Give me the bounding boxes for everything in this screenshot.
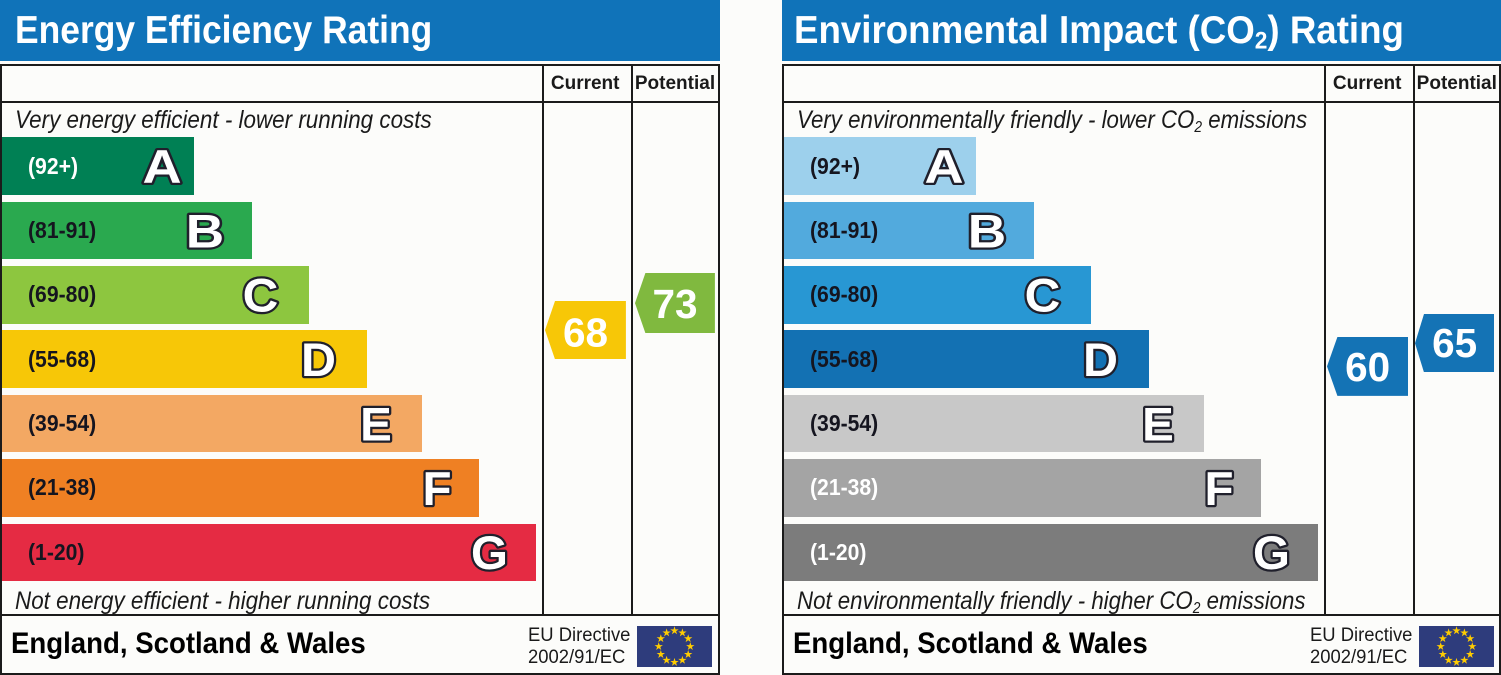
svg-text:G: G — [1253, 527, 1290, 580]
svg-text:A: A — [142, 140, 181, 193]
svg-text:C: C — [1025, 269, 1061, 322]
svg-text:E: E — [360, 398, 392, 451]
svg-text:A: A — [924, 140, 963, 193]
svg-text:B: B — [968, 204, 1006, 258]
svg-text:F: F — [1204, 463, 1233, 516]
svg-text:D: D — [1083, 334, 1118, 386]
svg-text:F: F — [422, 463, 451, 516]
svg-text:C: C — [243, 269, 279, 322]
svg-text:B: B — [186, 204, 224, 258]
svg-text:68: 68 — [563, 309, 608, 355]
svg-text:D: D — [301, 334, 336, 386]
svg-text:73: 73 — [652, 280, 697, 326]
svg-text:E: E — [1142, 398, 1174, 451]
svg-text:G: G — [471, 527, 508, 580]
svg-text:65: 65 — [1432, 320, 1477, 366]
svg-text:60: 60 — [1345, 343, 1390, 389]
